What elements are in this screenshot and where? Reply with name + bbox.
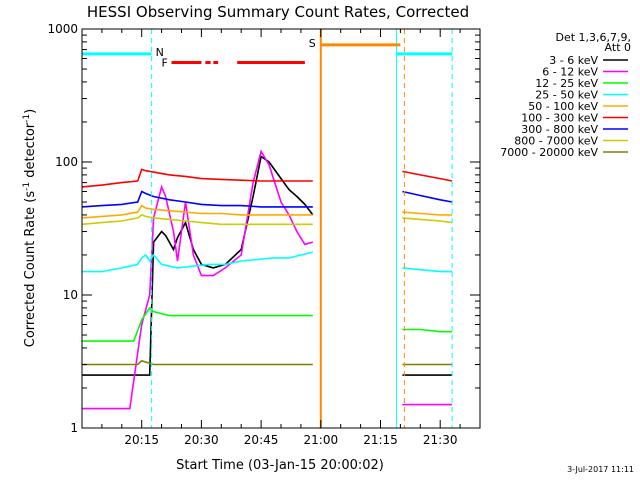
y-axis-label-sup2: -1 — [22, 114, 32, 123]
legend-label-12-25-kev: 12 - 25 keV — [535, 77, 598, 90]
series-line-after-gap-25-50-kev — [402, 267, 453, 273]
y-axis: 1 10 100 1000 — [47, 22, 480, 435]
legend-label-300-800-kev: 300 - 800 keV — [521, 123, 598, 136]
night-label: N — [156, 46, 164, 59]
series-line-6-12-kev — [82, 149, 314, 410]
legend-label-7000-20000-kev: 7000 - 20000 keV — [500, 146, 598, 159]
y-tick-label: 10 — [63, 288, 78, 302]
legend-label-25-50-kev: 25 - 50 keV — [535, 89, 598, 102]
legend-label-6-12-kev: 6 - 12 keV — [542, 66, 598, 79]
annotation-layer: NF S — [82, 29, 453, 428]
series-line-12-25-kev — [82, 306, 313, 342]
legend-label-800-7000-kev: 800 - 7000 keV — [514, 135, 598, 148]
series-line-50-100-kev — [82, 204, 313, 219]
x-axis: 20:15 20:30 20:45 21:00 21:15 21:30 — [101, 29, 461, 447]
series-line-after-gap-300-800-kev — [402, 190, 453, 203]
series-line-after-gap-800-7000-kev — [402, 217, 453, 224]
timestamp: 3-Jul-2017 11:11 — [567, 465, 634, 474]
chart-title: HESSI Observing Summary Count Rates, Cor… — [87, 3, 469, 21]
series-line-300-800-kev — [82, 190, 313, 208]
series-line-after-gap-50-100-kev — [402, 211, 453, 216]
y-axis-label: Corrected Count Rate (s-1 detector-1) — [22, 109, 38, 347]
y-axis-label-main: Corrected Count Rate (s — [23, 191, 38, 348]
legend-title-line-1: Det 1,3,6,7,9, — [555, 31, 631, 44]
y-axis-label-sup1: -1 — [22, 182, 32, 191]
legend-label-100-300-kev: 100 - 300 keV — [521, 112, 598, 125]
x-axis-label: Start Time (03-Jan-15 20:00:02) — [176, 458, 384, 473]
series-line-25-50-kev — [82, 251, 313, 273]
series-line-after-gap-100-300-kev — [402, 170, 453, 182]
series-line-3-6-kev — [82, 155, 314, 376]
flare-label: F — [162, 56, 168, 69]
legend-title-line-2: Att 0 — [605, 41, 631, 54]
series-layer — [82, 149, 453, 410]
x-tick-label: 20:45 — [244, 433, 279, 447]
legend-label-3-6-kev: 3 - 6 keV — [549, 54, 598, 67]
y-axis-label-end: ) — [23, 109, 38, 114]
saa-label: S — [309, 37, 316, 50]
y-axis-label-mid: detector — [23, 122, 38, 182]
plot-frame — [81, 28, 481, 429]
series-line-7000-20000-kev — [82, 359, 313, 366]
x-tick-label: 21:30 — [423, 433, 458, 447]
series-line-100-300-kev — [82, 168, 313, 188]
series-line-800-7000-kev — [82, 213, 313, 226]
series-line-after-gap-12-25-kev — [402, 328, 453, 333]
legend-label-50-100-kev: 50 - 100 keV — [528, 100, 598, 113]
x-tick-label: 21:15 — [363, 433, 398, 447]
y-tick-label: 1000 — [47, 22, 78, 36]
x-tick-label: 21:00 — [304, 433, 339, 447]
x-tick-label: 20:30 — [184, 433, 219, 447]
y-tick-label: 1 — [70, 421, 78, 435]
y-tick-label: 100 — [55, 155, 78, 169]
x-tick-label: 20:15 — [124, 433, 159, 447]
